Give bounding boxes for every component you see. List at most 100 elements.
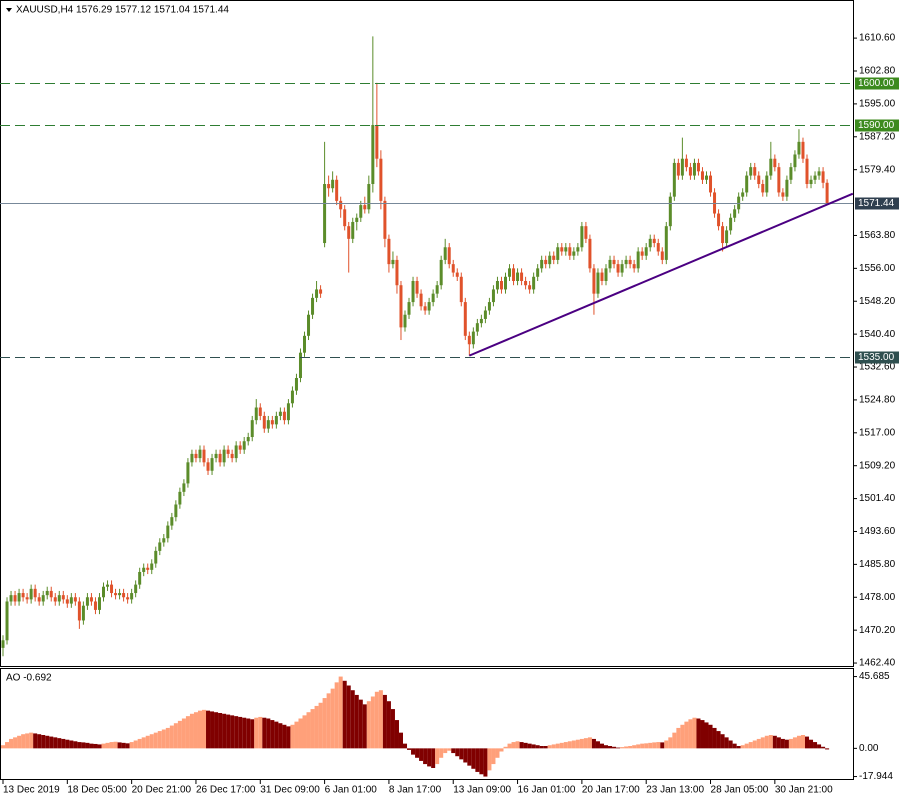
- candle-body: [258, 407, 262, 416]
- y-tick-label: 1610.60: [859, 33, 896, 44]
- price-pane-border: [0, 0, 854, 667]
- candle-body: [632, 264, 636, 269]
- ao-bar: [274, 721, 279, 749]
- candle-body: [206, 462, 210, 471]
- x-tick-label: 23 Jan 13:00: [646, 785, 704, 796]
- candle-body: [190, 453, 194, 463]
- candle-body: [13, 595, 17, 602]
- candle-body: [572, 251, 576, 256]
- candle-body: [495, 281, 499, 290]
- candle-body: [761, 184, 765, 193]
- candle-body: [138, 571, 142, 585]
- candle-body: [692, 162, 696, 176]
- candle-body: [733, 209, 737, 218]
- y-tick-label: 1540.40: [859, 329, 896, 340]
- ao-bar: [177, 720, 182, 749]
- ao-bar: [21, 734, 26, 749]
- candle-body: [528, 285, 532, 290]
- ao-bar: [202, 709, 207, 749]
- candle-body: [102, 586, 105, 598]
- candle-body: [142, 567, 146, 572]
- candle-body: [797, 141, 801, 155]
- ao-bar: [732, 743, 737, 749]
- ao-bar: [664, 740, 669, 749]
- ao-bar: [620, 747, 625, 749]
- candle-body: [644, 247, 648, 256]
- candle-body: [676, 162, 680, 176]
- candle-body: [709, 175, 713, 193]
- candle-body: [222, 449, 226, 463]
- ao-bar: [527, 743, 532, 749]
- candle-body: [516, 272, 520, 281]
- ao-bar: [121, 742, 126, 749]
- ao-bar: [133, 740, 138, 749]
- candle-body: [423, 306, 427, 311]
- ao-bar: [362, 704, 367, 749]
- candle-body: [307, 314, 311, 336]
- ao-bar: [374, 691, 379, 749]
- trendline: [468, 192, 854, 357]
- ao-bar: [784, 739, 789, 749]
- ao-bar: [310, 709, 315, 749]
- ao-bar: [523, 742, 528, 749]
- ao-bar: [45, 735, 50, 749]
- candle-body: [479, 318, 483, 324]
- ao-bar: [599, 743, 604, 749]
- ao-bar: [250, 719, 255, 749]
- candle-body: [825, 182, 829, 204]
- ao-bar: [49, 736, 54, 749]
- ao-bar: [1, 745, 6, 749]
- y-tick-label: 1556.00: [859, 263, 896, 274]
- candle-body: [680, 158, 684, 176]
- candle-body: [315, 289, 319, 298]
- candle-body: [146, 567, 150, 570]
- ao-bar: [286, 726, 291, 749]
- candle-body: [97, 597, 101, 610]
- ao-bar: [346, 685, 351, 749]
- candle-body: [210, 458, 214, 471]
- candle-body: [737, 196, 741, 210]
- candle-body: [552, 255, 556, 260]
- ao-bar: [805, 736, 810, 749]
- ao-bar: [262, 717, 267, 749]
- ao-bar: [69, 740, 74, 749]
- candle-body: [9, 595, 13, 602]
- ao-bar: [242, 717, 247, 749]
- ao-bar: [499, 748, 504, 752]
- y-tick-label: 45.685: [859, 671, 890, 682]
- candle-body: [45, 590, 49, 596]
- ao-bar: [487, 748, 492, 771]
- ao-bar: [648, 742, 653, 749]
- ao-bar: [41, 735, 46, 749]
- ao-bar: [326, 693, 331, 749]
- candle-body: [77, 601, 81, 621]
- menu-triangle[interactable]: [6, 8, 12, 12]
- level-label: 1600.00: [858, 78, 895, 89]
- candle-body: [439, 259, 443, 286]
- ao-bar: [109, 742, 114, 749]
- x-tick-label: 30 Jan 21:00: [775, 785, 833, 796]
- candle-body: [65, 599, 69, 604]
- candle-body: [459, 276, 463, 303]
- ao-bar: [668, 737, 673, 749]
- x-tick-label: 18 Dec 05:00: [67, 785, 127, 796]
- candle-body: [367, 184, 371, 210]
- chart-title: XAUUSD,H4 1576.29 1577.12 1571.04 1571.4…: [16, 5, 229, 16]
- ao-bar: [796, 735, 801, 749]
- ao-bar: [455, 748, 460, 757]
- candle-body: [1, 640, 5, 648]
- candle-body: [266, 420, 270, 429]
- ao-bar: [447, 748, 452, 751]
- candle-body: [178, 491, 182, 505]
- candle-body: [725, 230, 729, 244]
- candle-body: [596, 272, 600, 294]
- candle-body: [238, 445, 242, 450]
- candle-body: [395, 259, 399, 286]
- candle-body: [49, 590, 53, 598]
- candle-body: [93, 601, 97, 610]
- ao-bar: [141, 737, 146, 749]
- candle-body: [411, 281, 415, 303]
- ao-bar: [507, 743, 512, 749]
- candle-body: [745, 175, 749, 193]
- candle-body: [230, 453, 234, 459]
